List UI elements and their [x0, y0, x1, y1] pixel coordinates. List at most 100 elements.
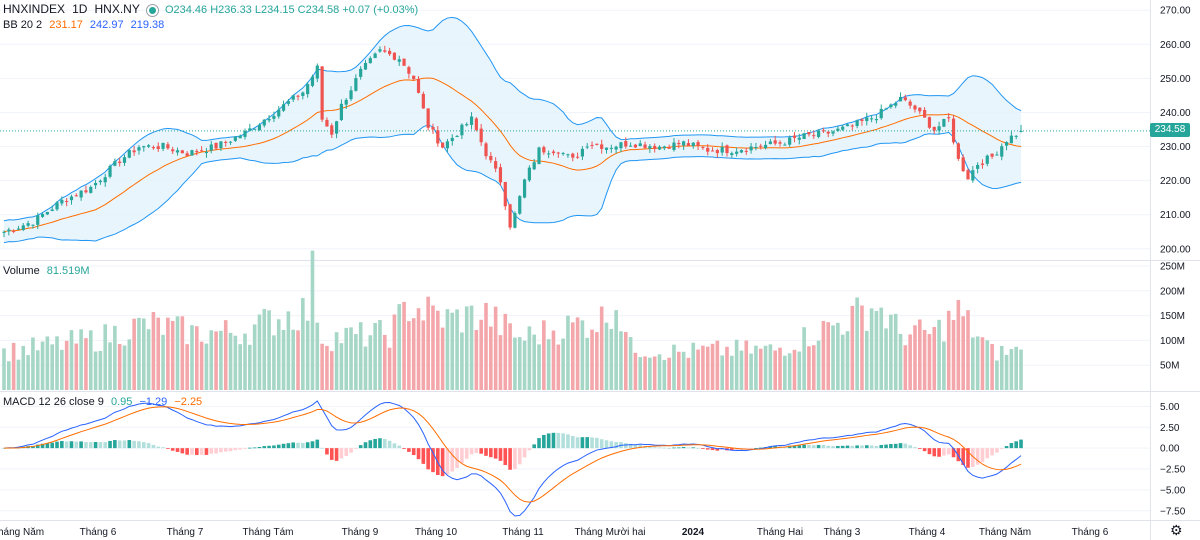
macd-histogram-bar[interactable] [768, 446, 773, 449]
macd-histogram-bar[interactable] [985, 448, 990, 459]
macd-histogram-bar[interactable] [310, 441, 315, 449]
candle-body[interactable] [402, 58, 406, 66]
volume-bar[interactable] [797, 351, 802, 390]
macd-histogram-bar[interactable] [35, 444, 40, 449]
candle-body[interactable] [715, 150, 719, 154]
volume-bar[interactable] [893, 313, 898, 390]
macd-histogram-bar[interactable] [980, 448, 985, 463]
candle-body[interactable] [513, 213, 517, 228]
volume-bar[interactable] [484, 302, 488, 390]
volume-bar[interactable] [223, 320, 228, 390]
volume-bar[interactable] [21, 345, 26, 390]
macd-histogram-bar[interactable] [1019, 439, 1023, 449]
macd-histogram-bar[interactable] [325, 448, 329, 455]
candle-body[interactable] [643, 144, 647, 148]
volume-bar[interactable] [113, 325, 117, 390]
candle-body[interactable] [816, 130, 821, 137]
candle-body[interactable] [706, 147, 710, 152]
candle-body[interactable] [956, 143, 960, 159]
candle-body[interactable] [725, 145, 729, 154]
candle-body[interactable] [903, 97, 907, 101]
volume-bar[interactable] [638, 357, 643, 390]
volume-bar[interactable] [864, 330, 869, 390]
volume-bar[interactable] [305, 320, 310, 390]
macd-histogram-bar[interactable] [103, 442, 108, 449]
macd-histogram-bar[interactable] [301, 442, 305, 449]
macd-histogram-bar[interactable] [657, 447, 662, 449]
volume-bar[interactable] [137, 317, 141, 390]
volume-bar[interactable] [358, 322, 363, 390]
volume-bar[interactable] [329, 351, 334, 390]
candle-body[interactable] [1014, 135, 1018, 137]
macd-histogram-bar[interactable] [209, 448, 214, 454]
macd-histogram-bar[interactable] [927, 448, 932, 455]
candle-body[interactable] [147, 145, 151, 147]
candle-body[interactable] [277, 109, 281, 117]
macd-histogram-bar[interactable] [334, 448, 339, 461]
volume-bar[interactable] [609, 328, 614, 390]
candle-body[interactable] [479, 128, 483, 143]
candle-body[interactable] [469, 116, 474, 125]
macd-histogram-bar[interactable] [551, 432, 556, 449]
candle-body[interactable] [730, 153, 734, 156]
candle-body[interactable] [826, 131, 830, 134]
macd-histogram-bar[interactable] [855, 445, 859, 449]
volume-bar[interactable] [705, 346, 710, 390]
candle-body[interactable] [55, 202, 59, 210]
volume-bar[interactable] [180, 316, 185, 390]
candle-body[interactable] [518, 196, 522, 214]
macd-histogram-bar[interactable] [542, 434, 546, 449]
macd-histogram-bar[interactable] [69, 441, 74, 449]
macd-histogram-bar[interactable] [214, 448, 218, 454]
volume-bar[interactable] [961, 316, 965, 390]
volume-bar[interactable] [402, 301, 406, 390]
macd-histogram-bar[interactable] [990, 448, 994, 456]
candle-body[interactable] [894, 103, 898, 106]
volume-bar[interactable] [966, 310, 970, 390]
volume-bar[interactable] [267, 310, 271, 390]
macd-histogram-bar[interactable] [228, 448, 233, 452]
volume-bar[interactable] [161, 334, 165, 390]
volume-bar[interactable] [898, 333, 903, 390]
macd-histogram-bar[interactable] [455, 448, 459, 469]
candle-body[interactable] [363, 62, 368, 70]
candle-body[interactable] [330, 125, 334, 135]
macd-histogram-bar[interactable] [730, 448, 734, 451]
volume-bar[interactable] [320, 343, 324, 390]
volume-bar[interactable] [725, 346, 729, 390]
macd-histogram-bar[interactable] [243, 448, 247, 449]
volume-bar[interactable] [758, 348, 763, 390]
volume-bar[interactable] [493, 306, 498, 390]
macd-histogram-bar[interactable] [493, 448, 498, 459]
candle-body[interactable] [412, 75, 416, 80]
macd-histogram-bar[interactable] [421, 448, 426, 464]
macd-histogram-bar[interactable] [913, 447, 917, 449]
volume-bar[interactable] [720, 355, 724, 390]
candle-body[interactable] [648, 146, 652, 149]
macd-histogram-bar[interactable] [315, 439, 320, 449]
macd-histogram-bar[interactable] [754, 447, 758, 449]
candle-body[interactable] [26, 223, 30, 226]
volume-bar[interactable] [426, 296, 430, 390]
volume-bar[interactable] [551, 330, 556, 390]
volume-bar[interactable] [7, 361, 11, 390]
volume-bar[interactable] [243, 333, 247, 390]
macd-histogram-bar[interactable] [831, 446, 835, 449]
candle-body[interactable] [971, 170, 975, 181]
candle-body[interactable] [710, 150, 715, 152]
macd-histogram-bar[interactable] [257, 446, 262, 449]
candle-body[interactable] [489, 155, 493, 161]
candle-body[interactable] [701, 146, 705, 148]
candle-body[interactable] [238, 135, 242, 139]
volume-bar[interactable] [662, 359, 667, 390]
macd-histogram-bar[interactable] [267, 445, 271, 449]
candle-body[interactable] [161, 142, 165, 149]
candle-body[interactable] [503, 181, 507, 207]
volume-bar[interactable] [508, 323, 512, 390]
macd-histogram-bar[interactable] [845, 445, 850, 449]
macd-histogram-bar[interactable] [715, 448, 720, 451]
candle-body[interactable] [21, 225, 25, 230]
candle-body[interactable] [108, 165, 112, 177]
candle-body[interactable] [286, 101, 290, 104]
candle-body[interactable] [768, 141, 772, 145]
